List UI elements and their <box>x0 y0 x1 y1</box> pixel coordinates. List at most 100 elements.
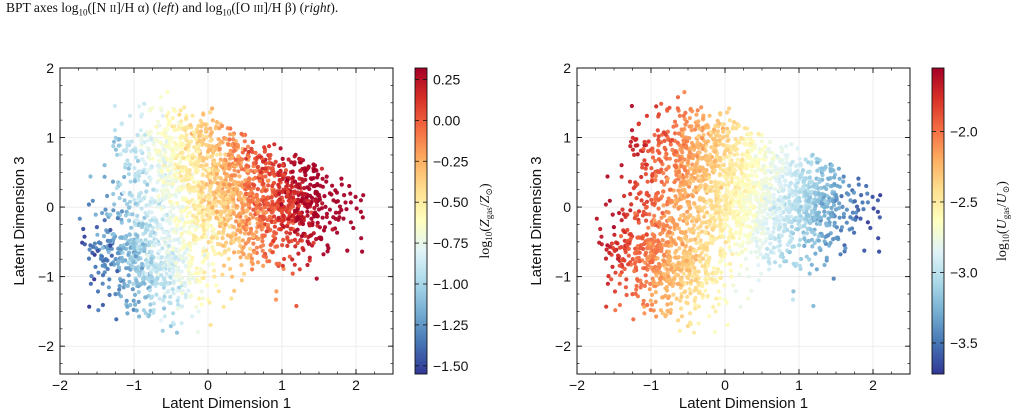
data-point <box>144 189 149 194</box>
data-point <box>138 148 143 153</box>
data-point <box>243 202 248 207</box>
data-point <box>324 174 329 179</box>
data-point <box>324 214 329 220</box>
data-point <box>617 263 622 268</box>
data-point <box>240 150 245 155</box>
caption-text: ) and log <box>174 0 223 15</box>
data-point <box>727 106 732 111</box>
data-point <box>197 143 202 148</box>
data-point <box>213 144 218 149</box>
data-point <box>679 188 685 193</box>
data-point <box>750 139 756 144</box>
data-point <box>187 241 192 246</box>
data-point <box>670 137 675 143</box>
data-point <box>797 219 802 224</box>
data-point <box>228 266 233 271</box>
data-point <box>774 179 780 184</box>
data-point <box>255 187 260 192</box>
data-point <box>242 182 248 187</box>
data-point <box>789 214 794 219</box>
data-point <box>790 297 796 302</box>
data-point <box>662 259 667 264</box>
data-point <box>739 209 744 214</box>
data-point <box>183 292 188 297</box>
data-point <box>186 230 191 235</box>
data-point <box>194 304 199 310</box>
data-point <box>246 203 251 208</box>
data-point <box>744 197 749 202</box>
data-point <box>738 229 743 234</box>
data-point <box>719 270 724 275</box>
data-point <box>740 152 745 157</box>
data-point <box>690 156 696 161</box>
data-point <box>188 210 193 215</box>
caption-smallcaps: II <box>109 4 117 15</box>
data-point <box>725 322 730 328</box>
data-point <box>725 185 730 190</box>
data-point <box>653 264 658 269</box>
data-point <box>230 274 235 279</box>
data-point <box>704 200 709 205</box>
data-point <box>801 206 807 211</box>
data-point <box>157 198 162 203</box>
data-point <box>281 237 286 242</box>
data-point <box>681 139 686 144</box>
data-point <box>697 150 702 155</box>
data-point <box>93 212 98 217</box>
data-point <box>147 152 152 157</box>
data-point <box>168 194 173 199</box>
data-point <box>139 112 144 117</box>
data-point <box>264 210 269 215</box>
data-point <box>641 298 646 303</box>
data-point <box>185 169 190 174</box>
data-point <box>691 227 696 233</box>
data-point <box>227 162 232 167</box>
data-point <box>162 213 167 218</box>
data-point <box>715 129 721 134</box>
data-point <box>660 238 665 243</box>
data-point <box>689 124 694 129</box>
data-point <box>786 195 791 200</box>
data-point <box>90 244 95 249</box>
data-point <box>136 177 141 183</box>
data-point <box>182 136 188 141</box>
data-point <box>161 298 166 303</box>
data-point <box>127 199 133 204</box>
data-point <box>231 225 236 230</box>
data-point <box>164 271 169 276</box>
data-point <box>643 172 649 177</box>
colorbar-label-part: Z <box>478 195 493 203</box>
data-point <box>136 264 141 269</box>
data-point <box>634 137 639 142</box>
data-point <box>753 161 758 166</box>
data-point <box>683 190 688 196</box>
data-point <box>173 274 178 279</box>
data-point <box>239 197 244 202</box>
data-point <box>105 193 110 199</box>
data-point <box>247 252 252 257</box>
data-point <box>245 168 250 173</box>
data-point <box>267 172 272 177</box>
data-point <box>650 201 655 206</box>
data-point <box>687 184 692 189</box>
data-point <box>283 168 289 173</box>
data-point <box>158 281 163 287</box>
data-point <box>177 248 182 254</box>
data-point <box>748 132 753 137</box>
data-point <box>666 218 672 223</box>
data-point <box>688 229 693 234</box>
data-point <box>731 171 737 176</box>
data-point <box>158 222 163 227</box>
data-point <box>668 307 673 313</box>
data-point <box>700 292 705 297</box>
data-point <box>748 239 753 244</box>
data-point <box>768 234 773 239</box>
data-point <box>223 136 228 141</box>
data-point <box>669 301 674 306</box>
data-point <box>646 139 651 144</box>
data-point <box>705 210 710 215</box>
data-point <box>244 209 249 214</box>
data-point <box>188 294 193 299</box>
data-point <box>655 128 660 133</box>
data-point <box>312 213 317 218</box>
